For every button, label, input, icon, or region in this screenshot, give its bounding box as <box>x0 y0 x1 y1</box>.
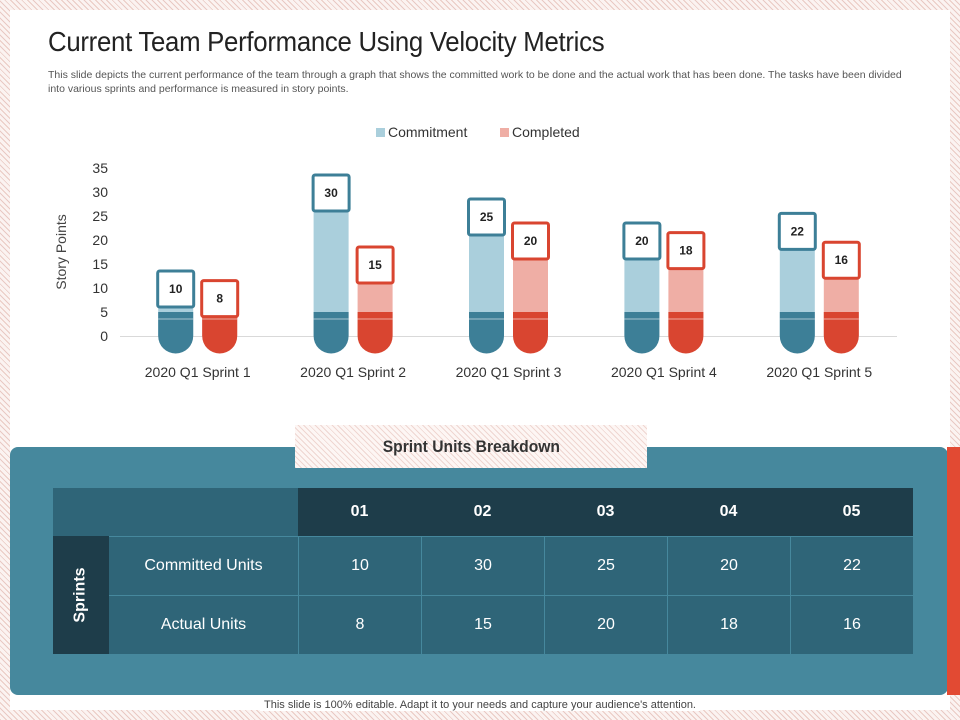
data-label: 22 <box>791 224 805 238</box>
bar-cap <box>202 312 238 354</box>
y-tick-label: 15 <box>92 256 108 272</box>
x-tick-label: 2020 Q1 Sprint 5 <box>766 364 872 380</box>
table-cell: 18 <box>668 596 790 654</box>
data-label: 16 <box>835 253 849 267</box>
x-tick-label: 2020 Q1 Sprint 3 <box>456 364 562 380</box>
column-header: 04 <box>667 488 790 536</box>
bar-cap <box>624 312 660 354</box>
data-label-box <box>777 211 817 251</box>
legend-label: Commitment <box>388 124 467 140</box>
data-label: 8 <box>216 292 223 306</box>
data-label-box <box>355 245 395 285</box>
column-header: 05 <box>790 488 913 536</box>
x-tick-label: 2020 Q1 Sprint 2 <box>300 364 406 380</box>
table-cell: 20 <box>668 537 790 595</box>
velocity-chart: Commitment Completed 0 5 10 15 20 25 30 35 Story P… <box>53 124 897 380</box>
data-label: 20 <box>635 234 649 248</box>
bar-cap <box>469 312 504 354</box>
bar-cap <box>357 312 393 354</box>
y-tick-label: 0 <box>100 328 108 344</box>
y-tick-label: 30 <box>92 184 108 200</box>
row-group-label-text: Sprints <box>72 567 89 623</box>
column-header: 02 <box>421 488 544 536</box>
page-title: Current Team Performance Using Velocity … <box>48 26 605 57</box>
data-label-box <box>200 279 240 319</box>
data-label-box <box>511 221 550 261</box>
sprint-units-table: 01 02 03 04 05 Sprints Committed Units 1… <box>53 488 913 654</box>
legend-label: Completed <box>512 124 580 140</box>
data-label: 25 <box>480 210 494 224</box>
data-label: 15 <box>368 258 382 272</box>
legend-swatch <box>500 128 509 137</box>
data-label: 18 <box>679 244 693 258</box>
footer-text: This slide is 100% editable. Adapt it to… <box>260 699 700 711</box>
table-cell: 20 <box>545 596 667 654</box>
bar-cap <box>313 312 349 354</box>
data-label-box <box>311 173 351 213</box>
column-header: 01 <box>298 488 421 536</box>
row-label-committed: Committed Units <box>109 537 298 595</box>
table-cell: 30 <box>422 537 544 595</box>
header-blank-cell <box>53 488 298 536</box>
footer-note: This slide is 100% editable. Adapt it to… <box>0 699 960 711</box>
table-cell: 15 <box>422 596 544 654</box>
table-cell: 16 <box>791 596 913 654</box>
y-tick-label: 35 <box>92 160 108 176</box>
y-tick-label: 10 <box>92 280 108 296</box>
row-group-label: Sprints <box>53 536 109 654</box>
data-label: 10 <box>169 282 183 296</box>
column-header: 03 <box>544 488 667 536</box>
data-label-box <box>821 240 861 280</box>
table-cell: 25 <box>545 537 667 595</box>
table-cell: 22 <box>791 537 913 595</box>
table-banner-title: Sprint Units Breakdown <box>382 436 560 456</box>
y-tick-label: 5 <box>100 304 108 320</box>
legend-swatch <box>376 128 385 137</box>
data-label-box <box>666 231 706 271</box>
bar-cap <box>779 312 815 354</box>
data-label: 20 <box>524 234 538 248</box>
row-label-actual: Actual Units <box>109 596 298 654</box>
panel-accent-bar <box>947 447 960 695</box>
y-tick-label: 20 <box>92 232 108 248</box>
x-tick-label: 2020 Q1 Sprint 1 <box>145 364 251 380</box>
data-label-box <box>622 221 662 261</box>
data-label-box <box>156 269 196 309</box>
data-label-box <box>467 197 506 237</box>
bar-cap <box>158 312 194 354</box>
y-tick-label: 25 <box>92 208 108 224</box>
bar-cap <box>823 312 859 354</box>
slide-description: This slide depicts the current performan… <box>48 69 902 95</box>
bar-cap <box>513 312 548 354</box>
table-cell: 8 <box>299 596 421 654</box>
y-axis-title: Story Points <box>53 214 69 289</box>
x-tick-label: 2020 Q1 Sprint 4 <box>611 364 717 380</box>
table-banner: Sprint Units Breakdown <box>295 425 647 468</box>
data-label: 30 <box>324 186 338 200</box>
table-cell: 10 <box>299 537 421 595</box>
bar-cap <box>668 312 704 354</box>
